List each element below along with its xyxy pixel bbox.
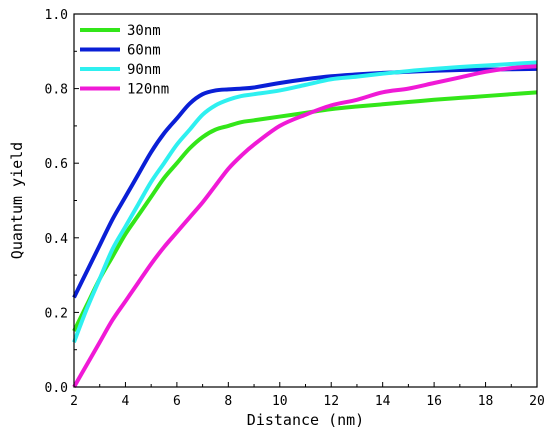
y-tick-label: 0.8 (45, 83, 68, 98)
x-axis-title: Distance (nm) (247, 411, 364, 429)
legend-label-3: 120nm (127, 82, 169, 98)
y-tick-label: 0.0 (45, 381, 68, 396)
x-tick-label: 6 (173, 394, 181, 409)
legend-label-0: 30nm (127, 23, 161, 39)
x-tick-label: 16 (426, 394, 442, 409)
x-axis-ticks: 2 4 6 8 10 12 14 16 18 20 (70, 382, 545, 409)
x-tick-label: 2 (70, 394, 78, 409)
series-lines (72, 60, 538, 388)
y-tick-label: 1.0 (45, 8, 68, 23)
series-line-1 (72, 66, 538, 299)
legend: 30nm 60nm 90nm 120nm (80, 23, 169, 98)
x-tick-label: 18 (478, 394, 494, 409)
y-tick-label: 0.6 (45, 157, 68, 172)
y-axis-ticks: 0.0 0.2 0.4 0.6 0.8 1.0 (45, 8, 79, 396)
series-line-0 (72, 90, 538, 332)
legend-label-1: 60nm (127, 43, 161, 59)
series-line-2 (72, 60, 538, 343)
x-tick-label: 20 (529, 394, 545, 409)
y-axis-title: Quantum yield (8, 142, 26, 259)
x-tick-label: 8 (224, 394, 232, 409)
x-tick-label: 12 (323, 394, 339, 409)
y-tick-label: 0.2 (45, 306, 68, 321)
y-tick-label: 0.4 (45, 232, 69, 247)
legend-label-2: 90nm (127, 62, 161, 78)
x-tick-label: 10 (272, 394, 288, 409)
x-tick-label: 14 (375, 394, 391, 409)
x-tick-label: 4 (122, 394, 130, 409)
series-line-3 (72, 64, 538, 388)
